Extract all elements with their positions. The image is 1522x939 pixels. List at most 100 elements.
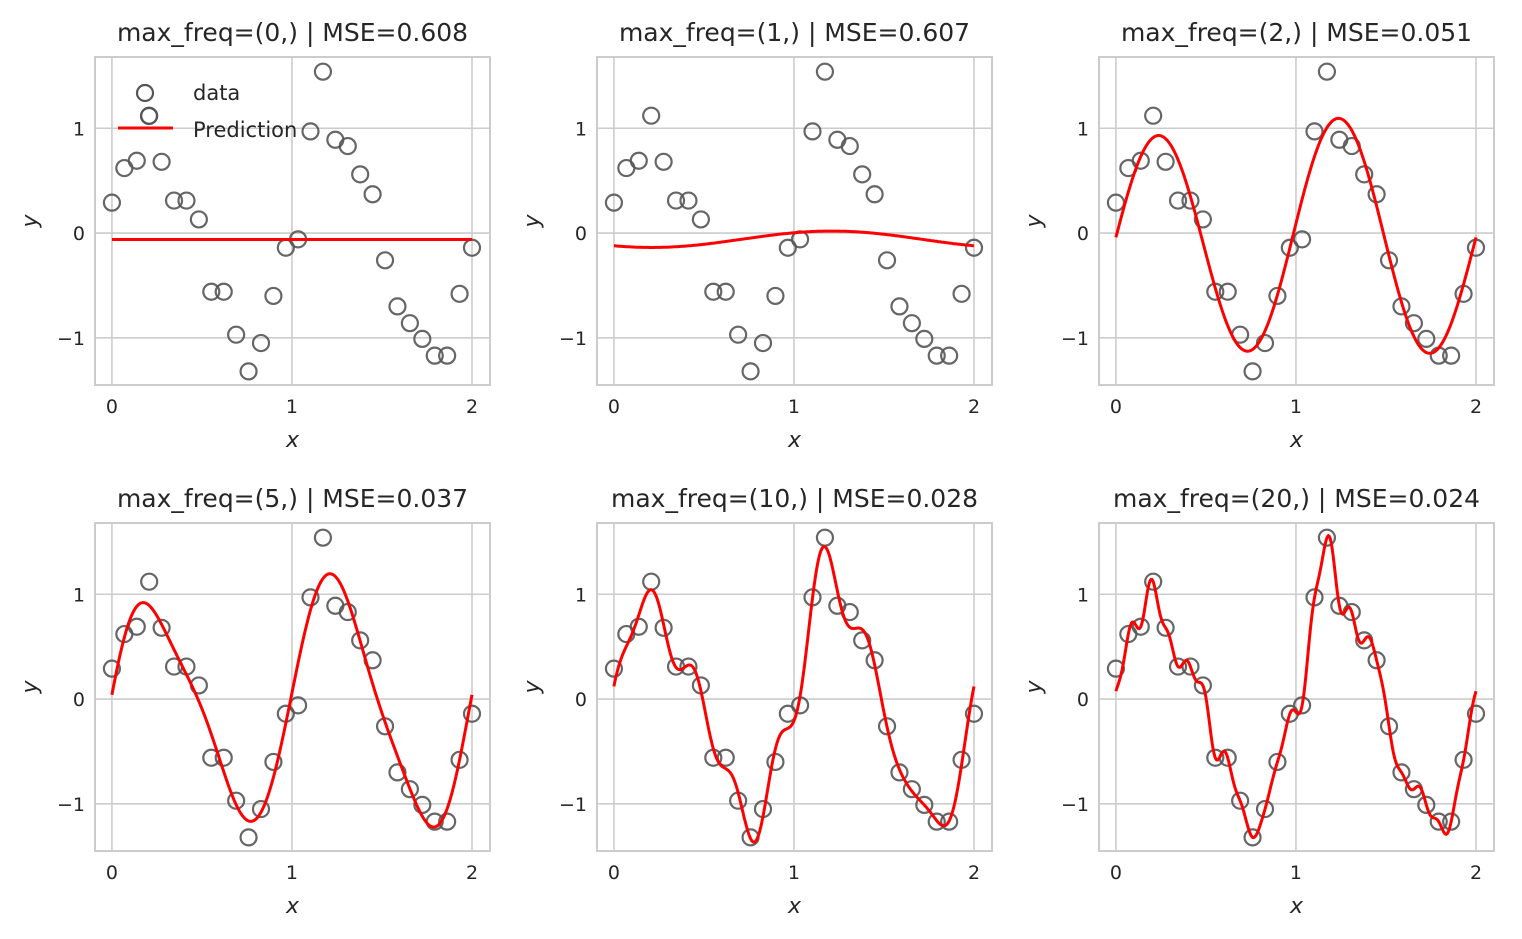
- data-point: [1168, 657, 1188, 676]
- y-tick-label: −1: [1061, 328, 1089, 350]
- data-point: [152, 618, 171, 637]
- x-axis-label: x: [1289, 894, 1304, 919]
- data-point: [940, 346, 959, 365]
- data-point: [264, 286, 283, 306]
- data-point: [1243, 362, 1262, 381]
- data-point: [1106, 659, 1126, 678]
- data-point: [239, 828, 258, 847]
- data-point: [227, 791, 246, 810]
- y-axis-label: y: [520, 680, 545, 695]
- prediction-line: [1114, 116, 1478, 355]
- y-tick-label: 0: [73, 689, 85, 711]
- y-tick-label: 0: [73, 223, 85, 245]
- y-axis-label: y: [18, 214, 43, 229]
- y-tick-label: −1: [559, 794, 587, 816]
- data-point: [400, 314, 419, 333]
- data-point: [413, 329, 432, 348]
- data-point: [853, 165, 872, 184]
- data-point: [102, 193, 122, 212]
- subplot-title: max_freq=(1,) | MSE=0.607: [619, 18, 970, 47]
- y-tick-label: −1: [559, 328, 587, 350]
- data-point: [164, 191, 184, 210]
- data-point: [1193, 676, 1212, 695]
- data-point: [1268, 286, 1287, 306]
- data-point: [1417, 329, 1436, 348]
- x-axis-label: x: [787, 894, 802, 919]
- data-point: [642, 572, 661, 591]
- data-point: [902, 780, 921, 799]
- data-point: [716, 282, 735, 301]
- y-tick-label: −1: [1061, 794, 1089, 816]
- data-point: [828, 130, 847, 149]
- y-axis-label: y: [18, 680, 43, 695]
- y-tick-label: 0: [575, 689, 587, 711]
- data-point: [1231, 791, 1250, 810]
- data-point: [214, 282, 233, 301]
- legend-label-data: data: [193, 81, 240, 105]
- data-point: [251, 333, 271, 353]
- data-point: [152, 152, 171, 171]
- y-tick-label: 0: [1077, 689, 1089, 711]
- data-point: [102, 659, 122, 678]
- axes-frame: [94, 522, 491, 852]
- data-point: [890, 297, 909, 316]
- data-point: [704, 282, 723, 301]
- data-point: [654, 152, 673, 171]
- x-tick-label: 0: [1110, 396, 1122, 418]
- data-point: [438, 812, 457, 831]
- x-tick-label: 2: [466, 396, 478, 418]
- data-point: [1131, 617, 1150, 636]
- y-tick-label: 1: [1077, 584, 1089, 606]
- data-point: [400, 780, 419, 799]
- x-tick-label: 1: [286, 396, 298, 418]
- data-point: [1156, 618, 1175, 637]
- data-point: [766, 752, 785, 772]
- y-axis-label: y: [1022, 214, 1047, 229]
- x-axis-label: x: [787, 428, 802, 453]
- data-point: [666, 191, 686, 210]
- data-point: [251, 799, 271, 819]
- prediction-line: [612, 544, 976, 844]
- data-point: [1305, 122, 1324, 141]
- data-point: [351, 165, 370, 184]
- y-tick-label: 1: [575, 118, 587, 140]
- x-axis-label: x: [285, 894, 300, 919]
- data-point: [127, 151, 146, 170]
- data-point: [629, 151, 648, 170]
- x-tick-label: 1: [788, 862, 800, 884]
- data-point: [741, 362, 760, 381]
- x-axis-label: x: [1289, 428, 1304, 453]
- subplot-title: max_freq=(20,) | MSE=0.024: [1113, 484, 1480, 513]
- data-point: [1218, 282, 1237, 301]
- data-point: [1131, 151, 1150, 170]
- data-point: [1317, 62, 1337, 81]
- data-point: [363, 185, 382, 204]
- data-point: [140, 572, 159, 591]
- data-point: [1404, 314, 1423, 333]
- data-point: [902, 314, 921, 333]
- data-point: [927, 812, 946, 831]
- subplot-5: 0 1 2 −1 0 1 max_freq=(20,) | MSE=0.024 x y: [1022, 484, 1495, 919]
- x-tick-label: 2: [1470, 396, 1482, 418]
- y-axis-label: y: [520, 214, 545, 229]
- data-point: [177, 191, 196, 210]
- data-point: [679, 657, 698, 676]
- subplot-3: 0 1 2 −1 0 1 max_freq=(5,) | MSE=0.037 x y: [18, 484, 491, 919]
- axes-frame: [1098, 56, 1495, 386]
- data-point: [450, 750, 469, 769]
- data-point: [952, 284, 971, 303]
- data-point: [1417, 795, 1436, 814]
- data-point: [1280, 238, 1299, 257]
- data-point: [1466, 704, 1486, 723]
- data-point: [338, 136, 357, 156]
- x-tick-label: 2: [466, 862, 478, 884]
- data-point: [915, 329, 934, 348]
- data-point: [1156, 152, 1175, 171]
- data-point: [877, 717, 897, 736]
- x-tick-label: 1: [1290, 862, 1302, 884]
- y-tick-label: −1: [57, 328, 85, 350]
- data-point: [1292, 230, 1312, 249]
- data-point: [853, 631, 872, 650]
- data-point: [865, 185, 884, 204]
